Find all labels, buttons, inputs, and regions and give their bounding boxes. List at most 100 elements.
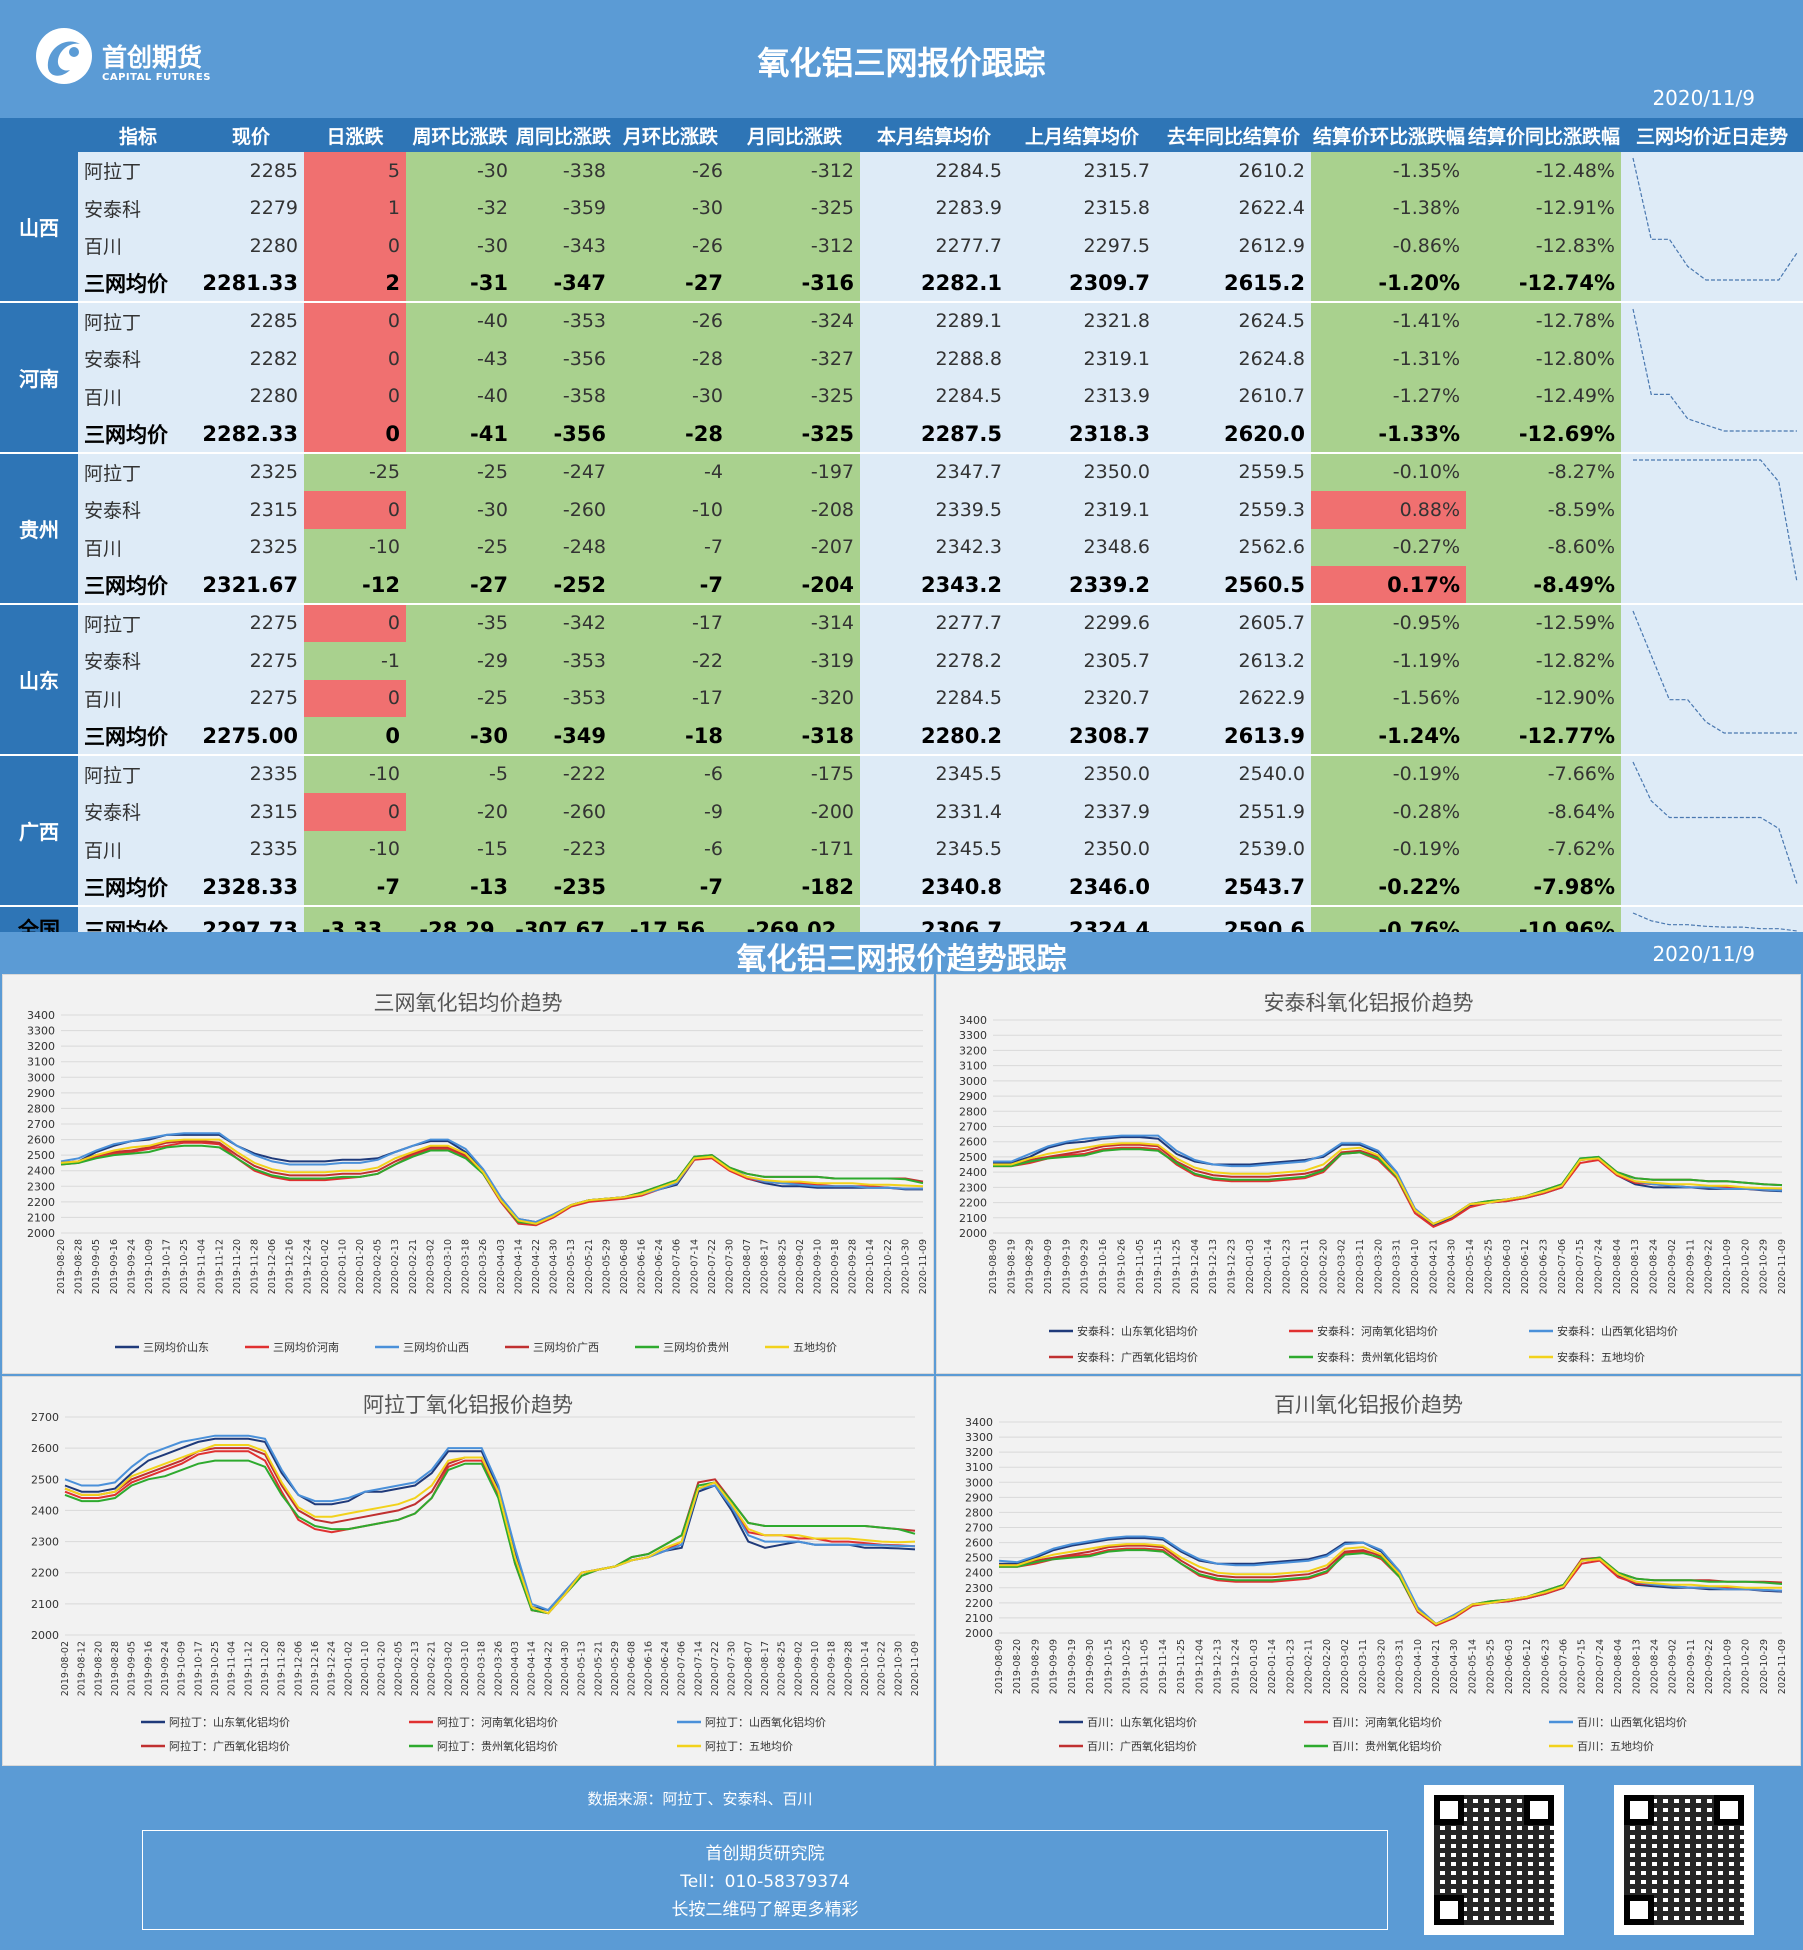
table-row: 山西 阿拉丁 2285 5 -30 -338 -26 -312 2284.5 2315.7 2610… (0, 152, 1803, 303)
cell-price: 2285 (198, 152, 304, 190)
series-line (64, 1459, 916, 1615)
x-tick-label: 2019-09-05 (127, 1641, 138, 1696)
chart-avg-svg: 2000 2100 2200 2300 2400 2500 2600 2700 2800 2900… (27, 1009, 929, 1354)
cell-ly: 2540.0 (1156, 755, 1311, 793)
x-tick-label: 2020-06-16 (643, 1641, 654, 1696)
cell-day: -10 (304, 755, 406, 793)
x-tick-label: 2020-04-30 (549, 1239, 560, 1294)
x-tick-label: 2019-08-20 (1012, 1639, 1023, 1694)
x-tick-label: 2020-06-08 (627, 1641, 638, 1696)
legend-label: 安泰科：五地均价 (1557, 1350, 1645, 1364)
x-tick-label: 2019-10-15 (1103, 1639, 1114, 1694)
x-tick-label: 2020-04-22 (531, 1239, 542, 1294)
x-tick-label: 2020-05-21 (593, 1641, 604, 1696)
y-tick-label: 2700 (27, 1118, 55, 1131)
cell-yoy-m: -171 (729, 830, 860, 869)
cell-yoy-w: -222 (514, 755, 612, 793)
chart-title: 百川氧化铝报价趋势 (1274, 1393, 1463, 1417)
table-row: 山东 阿拉丁 2275 0 -35 -342 -17 -314 2277.7 2299.6 2605… (0, 604, 1803, 756)
y-tick-label: 3200 (965, 1446, 993, 1459)
cell-cur: 2287.5 (860, 415, 1008, 454)
cell-cur: 2280.2 (860, 717, 1008, 756)
cell-pct-yoy: -12.80% (1466, 339, 1621, 378)
cell-price: 2280 (198, 377, 304, 416)
avg-row: 三网均价 2321.67 -12 -27 -252 -7 -204 2343.2 2339.2 2… (0, 566, 1803, 605)
x-tick-label: 2020-05-29 (610, 1641, 621, 1696)
chart-aladdin-svg: 2000 2100 2200 2300 2400 2500 2600 2700 2019-08-… (31, 1411, 921, 1753)
cell-wow: -43 (406, 339, 514, 378)
cell-wow: -40 (406, 377, 514, 416)
series-line (993, 1134, 1783, 1226)
cell-pct-yoy: -12.77% (1466, 717, 1621, 756)
source-name: 三网均价 (78, 415, 198, 454)
x-tick-label: 2019-10-25 (1121, 1639, 1132, 1694)
cell-day: -7 (304, 868, 406, 907)
cell-yoy-m: -204 (729, 566, 860, 605)
logo-mark-icon (36, 28, 92, 84)
qr-finder (1434, 1895, 1464, 1925)
sparkline (1632, 761, 1798, 885)
x-tick-label: 2020-09-22 (1704, 1639, 1715, 1694)
x-tick-label: 2020-06-03 (1504, 1639, 1515, 1694)
legend-label: 阿拉丁：河南氧化铝均价 (437, 1715, 558, 1729)
source-name: 百川 (78, 377, 198, 416)
cell-wow: -30 (406, 152, 514, 190)
x-tick-label: 2020-06-24 (660, 1641, 671, 1696)
cell-price: 2282 (198, 339, 304, 378)
cell-pct-yoy: -12.78% (1466, 302, 1621, 340)
y-tick-label: 2900 (965, 1491, 993, 1504)
cell-cur: 2284.5 (860, 679, 1008, 718)
y-tick-label: 2600 (959, 1136, 987, 1149)
x-tick-label: 2020-09-02 (795, 1239, 806, 1294)
cell-day: 0 (304, 604, 406, 642)
y-tick-label: 3200 (27, 1040, 55, 1053)
x-tick-label: 2020-07-24 (1595, 1639, 1606, 1694)
x-tick-label: 2019-08-29 (1025, 1239, 1036, 1294)
x-tick-label: 2020-01-14 (1267, 1639, 1278, 1694)
cell-pct-yoy: -7.98% (1466, 868, 1621, 907)
x-tick-label: 2020-01-20 (355, 1239, 366, 1294)
cell-price: 2321.67 (198, 566, 304, 605)
col-header: 去年同比结算价 (1156, 118, 1311, 152)
x-tick-label: 2019-09-05 (91, 1239, 102, 1294)
sparkline (1632, 912, 1798, 932)
cell-pct-yoy: -8.49% (1466, 566, 1621, 605)
x-tick-label: 2019-11-15 (1153, 1239, 1164, 1294)
cell-mom: -9 (612, 792, 729, 831)
x-tick-label: 2019-10-17 (193, 1641, 204, 1696)
source-name: 百川 (78, 830, 198, 869)
legend-label: 安泰科：河南氧化铝均价 (1317, 1324, 1438, 1338)
cell-ly: 2539.0 (1156, 830, 1311, 869)
x-tick-label: 2020-08-13 (1630, 1239, 1641, 1294)
cell-pct-mom: -0.19% (1311, 755, 1466, 793)
x-tick-label: 2020-09-02 (793, 1641, 804, 1696)
series-line (60, 1132, 923, 1224)
avg-row: 三网均价 2282.33 0 -41 -356 -28 -325 2287.5 2318.3 26… (0, 415, 1803, 454)
x-tick-label: 2020-07-06 (1557, 1239, 1568, 1294)
qr-code-icon[interactable] (1424, 1785, 1564, 1935)
x-tick-label: 2020-09-11 (1686, 1639, 1697, 1694)
x-tick-label: 2020-07-06 (672, 1239, 683, 1294)
x-tick-label: 2020-01-23 (1285, 1639, 1296, 1694)
cell-yoy-m: -208 (729, 490, 860, 529)
cell-prev: 2337.9 (1008, 792, 1156, 831)
col-header: 上月结算均价 (1008, 118, 1156, 152)
x-tick-label: 2020-05-21 (584, 1239, 595, 1294)
legend-label: 阿拉丁：广西氧化铝均价 (169, 1739, 290, 1753)
legend-label: 百川：广西氧化铝均价 (1087, 1739, 1197, 1753)
cell-mom: -6 (612, 830, 729, 869)
cell-day: -1 (304, 641, 406, 680)
cell-ly: 2559.5 (1156, 453, 1311, 491)
series-line (64, 1437, 916, 1612)
x-tick-label: 2020-05-13 (566, 1239, 577, 1294)
source-name: 阿拉丁 (78, 152, 198, 190)
source-name: 三网均价 (78, 717, 198, 756)
cell-mom: -17 (612, 604, 729, 642)
legend-label: 三网均价山东 (143, 1341, 209, 1354)
x-tick-label: 2020-06-23 (1540, 1639, 1551, 1694)
x-tick-label: 2019-12-16 (285, 1239, 296, 1294)
qr-code-icon[interactable] (1614, 1785, 1754, 1935)
x-tick-label: 2020-03-10 (443, 1239, 454, 1294)
x-tick-label: 2020-09-18 (830, 1239, 841, 1294)
y-tick-label: 3100 (965, 1461, 993, 1474)
